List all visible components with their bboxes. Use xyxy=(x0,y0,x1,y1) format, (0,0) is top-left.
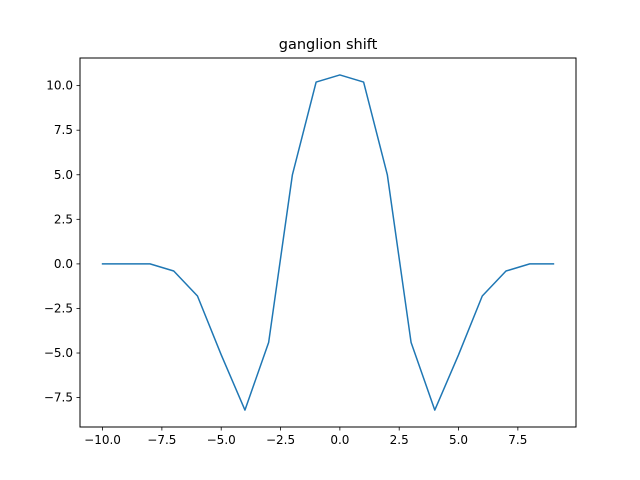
series-line-0 xyxy=(101,74,555,411)
x-tick-label: 2.5 xyxy=(390,433,409,447)
y-tick-label: 0.0 xyxy=(54,257,73,271)
y-tick-label: −5.0 xyxy=(44,346,73,360)
y-tick-label: −2.5 xyxy=(44,301,73,315)
x-tick-label: −5.0 xyxy=(207,433,236,447)
y-tick-label: 5.0 xyxy=(54,168,73,182)
chart-title: ganglion shift xyxy=(279,37,378,53)
x-axis: −10.0 −7.5 −5.0 −2.5 0.0 2.5 5.0 7.5 xyxy=(84,427,527,447)
plot-area xyxy=(101,74,555,411)
y-tick-label: 2.5 xyxy=(54,212,73,226)
x-tick-label: 0.0 xyxy=(330,433,349,447)
x-tick-label: −7.5 xyxy=(147,433,176,447)
x-tick-label: 7.5 xyxy=(508,433,527,447)
y-axis: −7.5 −5.0 −2.5 0.0 2.5 5.0 7.5 10.0 xyxy=(44,79,80,405)
x-tick-label: −10.0 xyxy=(84,433,121,447)
x-tick-label: 5.0 xyxy=(449,433,468,447)
x-tick-label: −2.5 xyxy=(266,433,295,447)
axes-frame xyxy=(79,57,577,428)
y-tick-label: −7.5 xyxy=(44,391,73,405)
y-tick-label: 10.0 xyxy=(46,79,73,93)
y-tick-label: 7.5 xyxy=(54,123,73,137)
